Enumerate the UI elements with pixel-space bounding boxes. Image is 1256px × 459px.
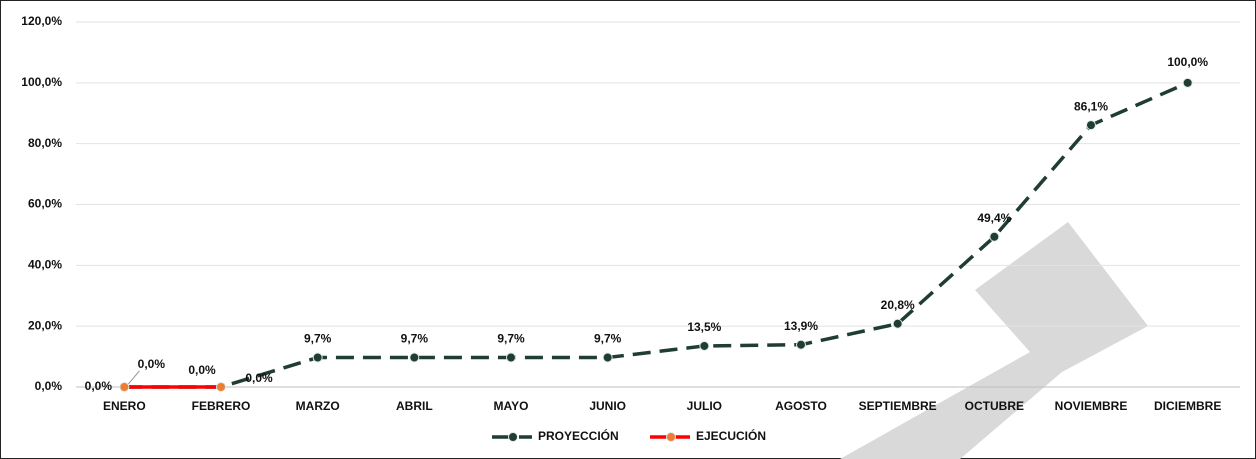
marker <box>1086 120 1096 131</box>
y-tick-label: 20,0% <box>28 318 62 332</box>
data-label: 9,7% <box>497 332 525 346</box>
legend-label: EJECUCIÓN <box>696 428 766 443</box>
data-label: 9,7% <box>401 332 429 346</box>
data-label: 0,0% <box>245 371 273 385</box>
x-tick-label: DICIEMBRE <box>1154 399 1221 413</box>
data-label: 13,5% <box>687 320 721 334</box>
series-line <box>124 81 1189 389</box>
data-label: 0,0% <box>85 379 113 393</box>
marker <box>409 352 420 363</box>
x-tick-label: ENERO <box>103 399 146 413</box>
data-label: 100,0% <box>1167 55 1208 69</box>
legend-marker <box>666 432 676 442</box>
marker <box>216 382 226 392</box>
data-label: 0,0% <box>138 357 166 371</box>
y-tick-label: 0,0% <box>35 379 63 393</box>
y-tick-label: 80,0% <box>28 136 62 150</box>
x-tick-label: OCTUBRE <box>965 399 1024 413</box>
x-tick-label: MARZO <box>296 399 340 413</box>
data-label: 86,1% <box>1074 99 1108 113</box>
legend-marker <box>508 432 518 442</box>
data-label: 9,7% <box>304 332 332 346</box>
marker <box>119 382 130 392</box>
marker <box>506 352 516 363</box>
y-tick-label: 100,0% <box>21 75 62 89</box>
legend-label: PROYECCIÓN <box>538 428 619 443</box>
marker <box>312 352 323 363</box>
y-tick-label: 120,0% <box>21 14 62 28</box>
marker <box>796 339 806 350</box>
leader-line <box>127 370 140 385</box>
x-tick-label: JULIO <box>687 399 722 413</box>
watermark-arrow <box>840 222 1148 459</box>
marker <box>1182 77 1193 88</box>
y-tick-label: 40,0% <box>28 258 62 272</box>
x-tick-label: NOVIEMBRE <box>1055 399 1128 413</box>
x-tick-label: MAYO <box>494 399 529 413</box>
marker <box>699 340 710 351</box>
x-tick-label: JUNIO <box>589 399 626 413</box>
x-tick-label: AGOSTO <box>775 399 827 413</box>
y-tick-label: 60,0% <box>28 197 62 211</box>
x-tick-label: ABRIL <box>396 399 433 413</box>
data-label: 49,4% <box>977 211 1011 225</box>
data-label: 0,0% <box>188 363 216 377</box>
marker <box>602 352 613 363</box>
marker <box>989 231 1000 242</box>
x-tick-label: FEBRERO <box>192 399 251 413</box>
x-tick-label: SEPTIEMBRE <box>859 399 937 413</box>
data-label: 13,9% <box>784 319 818 333</box>
data-label: 9,7% <box>594 332 622 346</box>
data-label: 20,8% <box>881 298 915 312</box>
marker <box>892 318 903 329</box>
